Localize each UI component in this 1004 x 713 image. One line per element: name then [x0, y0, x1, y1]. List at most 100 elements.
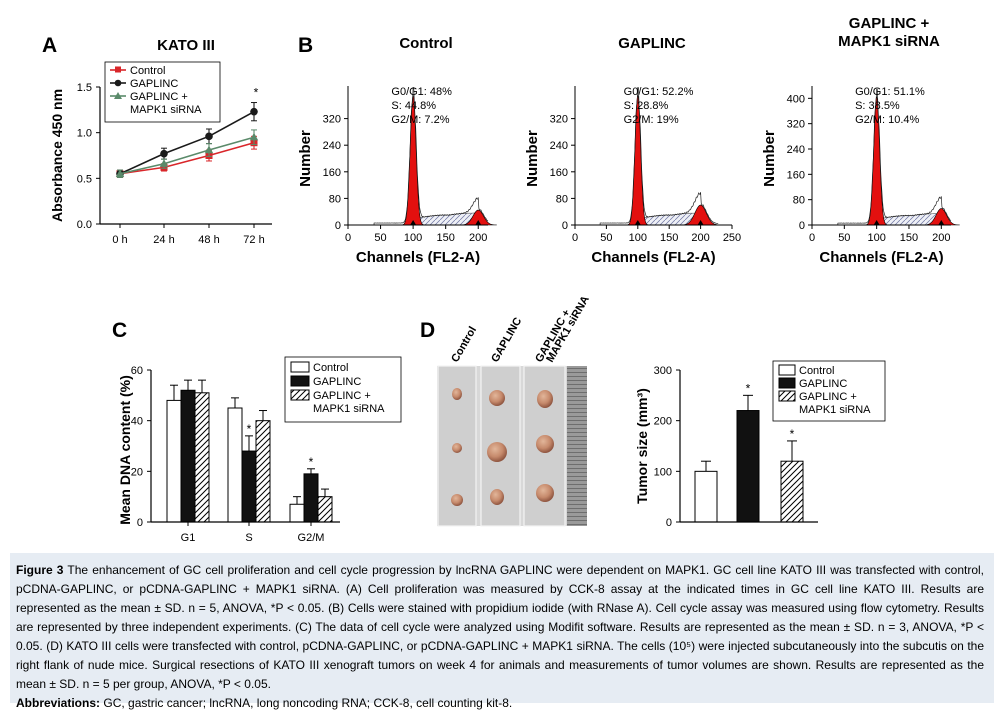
x-tick-label: 200: [469, 232, 487, 244]
y-tick-label: 320: [323, 114, 341, 126]
tumor-specimen: [487, 442, 507, 462]
y-tick-label: 160: [550, 167, 568, 179]
y-tick-label: 0: [799, 220, 805, 232]
g0g1-peak: [627, 95, 648, 226]
g2m-peak: [922, 208, 960, 226]
chart-title: KATO III: [157, 37, 215, 54]
data-point: [115, 169, 125, 177]
peak-marker: [873, 220, 880, 225]
panel-letter-d: D: [420, 319, 435, 342]
bar-hatch: [255, 420, 271, 523]
legend-label: MAPK1 siRNA: [313, 403, 385, 415]
ruler: [567, 366, 587, 526]
bar-white: [289, 503, 305, 523]
y-tick-label: 240: [323, 140, 341, 152]
y-tick-label: 160: [323, 167, 341, 179]
legend-marker: [114, 92, 122, 99]
y-axis-label: Mean DNA content (%): [117, 375, 133, 525]
series-line-0: [119, 141, 255, 175]
x-tick-label: G1: [181, 532, 196, 544]
panel-c-bar-chart: * * 0 20 40 60 G1 S G2/M Mean DNA content (%) Cont…: [117, 356, 402, 544]
cell-cycle-stat: S: 44.8%: [391, 100, 436, 112]
y-tick-label: 0: [666, 517, 672, 529]
x-tick-label: 200: [691, 232, 709, 244]
y-tick-label: 20: [131, 466, 143, 478]
legend-label: MAPK1 siRNA: [130, 104, 202, 116]
peak-marker: [938, 220, 945, 225]
tumor-specimen: [489, 390, 505, 406]
cell-cycle-stat: G2/M: 7.2%: [391, 114, 449, 126]
y-tick-label: 80: [556, 193, 568, 205]
x-tick-label: 0: [345, 232, 351, 244]
x-tick-label: 50: [600, 232, 612, 244]
legend-swatch: [778, 377, 796, 389]
legend-label: Control: [799, 365, 834, 377]
y-tick-label: 160: [787, 169, 805, 181]
x-tick-label: 150: [436, 232, 454, 244]
y-tick-label: 200: [654, 416, 672, 428]
significance-star: *: [254, 86, 259, 100]
legend-swatch: [778, 364, 796, 376]
y-tick-label: 60: [131, 365, 143, 377]
legend-box: [104, 61, 221, 123]
x-tick-label: 0: [809, 232, 815, 244]
bar-white: [227, 407, 243, 523]
y-tick-label: 400: [787, 93, 805, 105]
legend-swatch: [778, 390, 796, 402]
tumor-specimen: [537, 390, 553, 408]
data-point: [160, 149, 168, 158]
tumor-bar: [780, 460, 804, 523]
legend-label: GAPLINC: [799, 378, 847, 390]
tumor-specimen: [490, 489, 504, 505]
peak-marker: [410, 220, 417, 225]
x-tick-label: 150: [660, 232, 678, 244]
y-tick-label: 80: [793, 195, 805, 207]
y-tick-label: 80: [329, 193, 341, 205]
x-tick-label: 100: [404, 232, 422, 244]
histogram-outline: [373, 86, 489, 225]
histogram-title: GAPLINC: [618, 35, 686, 52]
tumor-bar: [694, 470, 718, 523]
g2m-peak: [459, 209, 497, 226]
significance-star: *: [309, 455, 314, 469]
cell-cycle-stat: G0/G1: 48%: [391, 86, 452, 98]
bar-black: [303, 473, 319, 523]
legend-label: Control: [130, 65, 165, 77]
y-tick-label: 1.5: [77, 82, 92, 94]
cell-cycle-stat: G2/M: 19%: [624, 114, 679, 126]
legend-swatch: [290, 361, 310, 373]
g2m-peak: [680, 204, 721, 226]
caption-figure-label: Figure 3: [16, 563, 64, 577]
panel-b-control-histogram: Control 0 80 160 240 320 0 50 100 150 200 Channels …: [297, 35, 497, 266]
legend-label: GAPLINC: [130, 78, 178, 90]
y-axis-label: Number: [524, 130, 541, 187]
data-point: [204, 145, 214, 154]
significance-star: *: [790, 427, 795, 441]
peak-marker: [697, 220, 704, 225]
x-tick-label: 250: [723, 232, 741, 244]
y-tick-label: 0: [335, 220, 341, 232]
series-line-1: [119, 110, 255, 175]
legend-label: Control: [313, 362, 348, 374]
histogram-outline: [599, 86, 719, 225]
x-tick-label: 150: [900, 232, 918, 244]
x-tick-label: 100: [867, 232, 885, 244]
y-tick-label: 0: [562, 220, 568, 232]
panel-d-tumor-photo: Control GAPLINC GAPLINC +MAPK1 siRNA: [437, 294, 592, 527]
histogram-title: GAPLINC +: [849, 15, 930, 32]
legend-marker: [114, 79, 122, 87]
y-tick-label: 1.0: [77, 128, 92, 140]
cell-cycle-stat: G2/M: 10.4%: [855, 114, 919, 126]
x-tick-label: 100: [629, 232, 647, 244]
legend-swatch: [290, 389, 310, 401]
cell-cycle-stat: S: 28.8%: [624, 100, 669, 112]
series-line-2: [119, 136, 255, 175]
tumor-specimen: [452, 388, 462, 400]
figure-3: A B C D KATO III 0.0 0.5 1.0 1.5 0 h 24 h 48 h 7…: [42, 15, 960, 544]
legend-swatch: [290, 375, 310, 387]
y-axis-label: Tumor size (mm³): [634, 388, 650, 504]
histogram-outline: [837, 88, 952, 225]
g0g1-peak: [866, 96, 888, 226]
caption-main-text: The enhancement of GC cell proliferation…: [16, 563, 984, 691]
